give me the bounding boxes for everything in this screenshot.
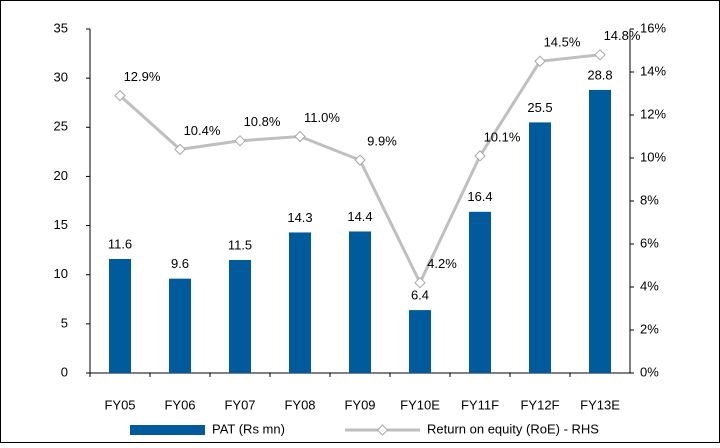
y2-tick-label: 16% xyxy=(640,20,666,35)
line-label: 9.9% xyxy=(367,134,397,149)
line-label: 12.9% xyxy=(124,69,161,84)
bar xyxy=(289,232,311,373)
line-marker xyxy=(294,130,306,143)
bar xyxy=(589,89,611,374)
bar xyxy=(169,278,191,373)
bar-label: 11.5 xyxy=(228,237,252,252)
bar-label: 25.5 xyxy=(527,100,552,115)
legend-label: Return on equity (RoE) - RHS xyxy=(427,421,599,436)
y2-tick-label: 4% xyxy=(640,278,659,293)
x-tick-label: FY08 xyxy=(284,397,315,412)
bar-label: 11.6 xyxy=(108,236,132,251)
y2-tick-label: 8% xyxy=(640,192,659,207)
line-marker xyxy=(114,89,126,102)
x-tick-label: FY10E xyxy=(400,397,440,412)
bar-label: 16.4 xyxy=(467,189,492,204)
bar-label: 6.4 xyxy=(411,288,429,303)
bar-label: 14.3 xyxy=(287,210,312,225)
bar xyxy=(349,231,371,373)
bar-label: 9.6 xyxy=(171,256,189,271)
bar-label: 14.4 xyxy=(347,209,372,224)
x-tick-label: FY05 xyxy=(104,397,135,412)
bar xyxy=(469,211,491,373)
legend-swatch xyxy=(130,425,205,435)
bar xyxy=(109,258,131,373)
line-marker xyxy=(354,154,366,166)
y-tick-label: 35 xyxy=(54,20,68,35)
line-marker xyxy=(534,55,546,67)
x-tick-label: FY09 xyxy=(344,397,375,412)
y-tick-label: 15 xyxy=(54,217,68,232)
line-marker xyxy=(174,143,186,156)
y2-tick-label: 12% xyxy=(640,106,666,121)
line-label: 14.5% xyxy=(544,35,581,50)
bar-label: 28.8 xyxy=(587,67,612,82)
line-label: 14.8% xyxy=(604,28,641,43)
line-marker xyxy=(594,49,606,61)
y2-tick-label: 2% xyxy=(640,321,659,336)
bar xyxy=(409,310,431,373)
y-tick-label: 10 xyxy=(54,266,68,281)
x-tick-label: FY06 xyxy=(164,397,195,412)
x-tick-label: FY07 xyxy=(224,397,255,412)
line-marker xyxy=(234,135,246,147)
line-label: 4.2% xyxy=(427,256,457,271)
legend-marker xyxy=(376,424,389,436)
line-label: 10.8% xyxy=(244,114,281,129)
bar xyxy=(229,259,251,373)
y2-tick-label: 14% xyxy=(640,63,666,78)
line-marker xyxy=(414,276,426,289)
bar xyxy=(529,122,551,373)
x-tick-label: FY12F xyxy=(520,397,559,412)
x-tick-label: FY11F xyxy=(461,397,499,412)
line-label: 10.1% xyxy=(484,129,521,144)
legend-label: PAT (Rs mn) xyxy=(212,421,285,436)
y-tick-label: 25 xyxy=(54,119,68,134)
y2-tick-label: 10% xyxy=(640,149,666,164)
y-tick-label: 30 xyxy=(54,70,68,85)
y-tick-label: 0 xyxy=(61,364,68,379)
y2-tick-label: 6% xyxy=(640,235,659,250)
line-label: 10.4% xyxy=(184,123,221,138)
y2-tick-label: 0% xyxy=(640,364,659,379)
x-tick-label: FY13E xyxy=(580,397,620,412)
line-label: 11.0% xyxy=(304,110,340,125)
y-tick-label: 20 xyxy=(54,168,68,183)
y-tick-label: 5 xyxy=(61,315,68,330)
line-marker xyxy=(474,150,486,162)
